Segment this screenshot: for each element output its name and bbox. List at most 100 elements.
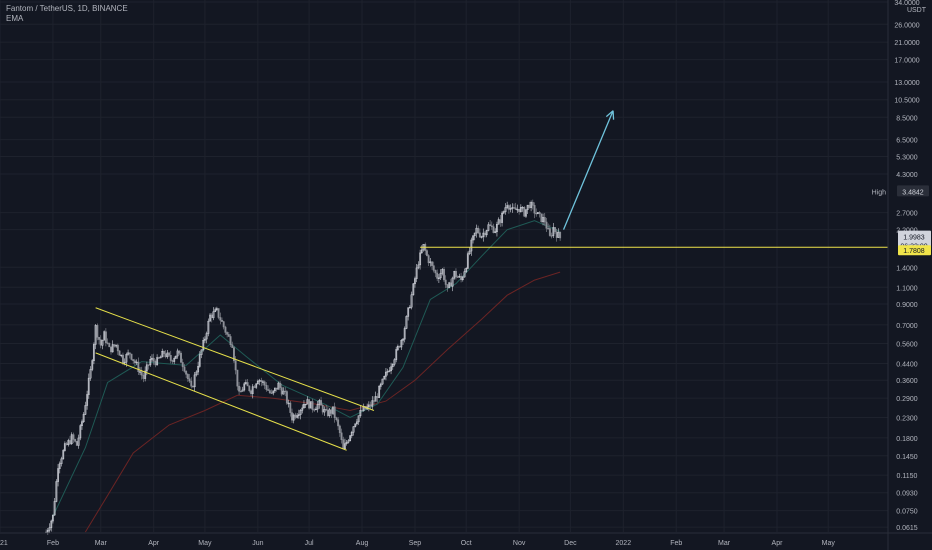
candle-body: [408, 306, 411, 309]
candle-body: [511, 207, 514, 209]
candle-body: [412, 283, 415, 296]
projection-arrow: [562, 110, 614, 230]
candle-body: [453, 271, 456, 279]
candle-body: [405, 316, 408, 329]
candle-body: [142, 374, 145, 379]
price-tick-label: 0.4400: [896, 362, 918, 369]
candle-body: [328, 409, 331, 417]
candle-body: [197, 366, 200, 373]
candle-body: [297, 414, 300, 416]
candle-body: [309, 401, 312, 409]
candle-body: [125, 354, 128, 363]
candle-body: [489, 224, 492, 226]
price-axis[interactable]: 34.0000 26.0000 21.0000 17.0000 13.0000 10.50…: [887, 0, 927, 550]
high-value-badge: [897, 185, 929, 197]
candle-body: [215, 308, 218, 310]
candle-body: [323, 409, 326, 413]
candle-body: [212, 311, 215, 319]
candle-body: [183, 366, 186, 372]
candle-body: [284, 390, 287, 393]
candle-body: [487, 224, 490, 231]
candle-body: [186, 374, 189, 379]
candle-body: [325, 409, 328, 411]
candle-body: [250, 390, 252, 394]
time-tick-label: Nov: [513, 540, 526, 547]
price-tick-label: 2.7000: [896, 211, 918, 218]
upper-trendline: [95, 307, 375, 411]
candle-body: [210, 314, 213, 319]
price-tick-label: 0.2300: [896, 415, 918, 422]
candle-body: [420, 249, 423, 254]
time-tick-label: Aug: [356, 540, 369, 547]
candle-body: [292, 414, 295, 421]
time-tick-label: Oct: [461, 540, 472, 547]
candle-body: [374, 396, 377, 402]
time-tick-label: Dec: [564, 540, 577, 547]
candle-body: [227, 334, 230, 337]
candle-body: [456, 276, 459, 278]
time-axis[interactable]: 2021 Feb Mar Apr May Jun Jul Aug Sep Oct Nov Dec 202…: [0, 532, 932, 547]
candle-body: [115, 344, 118, 347]
candle-body: [475, 227, 478, 234]
candle-body: [501, 212, 504, 223]
candle-body: [393, 359, 396, 365]
candle-body: [303, 404, 305, 409]
candle-body: [342, 439, 345, 449]
candle-body: [159, 356, 162, 359]
candle-body: [279, 382, 282, 388]
currency-label: USDT: [907, 7, 927, 14]
chart-drawings[interactable]: [95, 110, 888, 451]
candle-body: [221, 319, 223, 322]
candle-body: [222, 321, 225, 328]
price-tick-label: 0.9000: [896, 302, 918, 309]
candle-body: [352, 426, 355, 433]
candle-body: [470, 239, 473, 252]
candle-body: [256, 380, 259, 385]
candle-body: [449, 282, 452, 287]
candle-body: [154, 360, 157, 366]
indicator-label[interactable]: EMA: [6, 14, 24, 23]
symbol-title[interactable]: Fantom / TetherUS, 1D, BINANCE: [6, 4, 128, 13]
candle-body: [282, 390, 285, 395]
chart-legend: Fantom / TetherUS, 1D, BINANCE EMA: [6, 4, 128, 24]
candle-body: [255, 383, 258, 388]
time-tick-label: Jun: [252, 540, 263, 547]
candle-body: [451, 277, 454, 287]
candle-body: [294, 414, 297, 418]
candle-body: [538, 212, 541, 215]
candle-body: [108, 343, 111, 348]
candle-body: [81, 421, 83, 426]
candle-body: [436, 272, 439, 279]
time-tick-label: Apr: [148, 540, 160, 547]
candle-body: [203, 338, 206, 341]
candle-body: [246, 382, 249, 387]
candle-body: [241, 389, 244, 392]
candle-body: [169, 355, 172, 361]
candle-body: [384, 371, 387, 377]
candle-body: [414, 278, 416, 285]
candle-body: [111, 344, 114, 353]
candle-body: [398, 345, 401, 348]
candle-body: [244, 382, 247, 385]
candle-body: [545, 221, 548, 229]
candle-body: [550, 235, 553, 237]
candle-body: [432, 265, 435, 271]
candle-body: [273, 387, 276, 392]
ema-fast-path: [52, 220, 561, 517]
lower-trendline: [95, 352, 347, 451]
candle-body: [224, 326, 227, 333]
candle-body: [519, 207, 522, 212]
candle-body: [371, 400, 374, 407]
candle-body: [311, 401, 314, 410]
candle-body: [531, 202, 534, 206]
candle-body: [251, 386, 254, 394]
candle-body: [60, 458, 63, 464]
candle-body: [287, 402, 290, 405]
time-tick-label: Mar: [95, 540, 108, 547]
candle-body: [58, 463, 61, 469]
candle-body: [407, 307, 410, 317]
candle-body: [335, 417, 338, 421]
candle-body: [168, 352, 171, 356]
